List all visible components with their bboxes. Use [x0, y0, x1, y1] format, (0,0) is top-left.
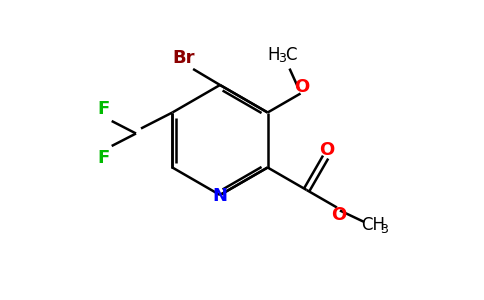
Text: CH: CH [361, 216, 385, 234]
Text: H: H [267, 46, 280, 64]
Text: C: C [285, 46, 296, 64]
Text: F: F [98, 100, 110, 118]
Text: O: O [331, 206, 347, 224]
Text: 3: 3 [380, 223, 388, 236]
Text: 3: 3 [278, 52, 286, 65]
Text: F: F [98, 149, 110, 167]
Text: N: N [212, 187, 227, 205]
Text: O: O [294, 77, 309, 95]
Text: Br: Br [173, 49, 196, 67]
Text: O: O [319, 141, 334, 159]
